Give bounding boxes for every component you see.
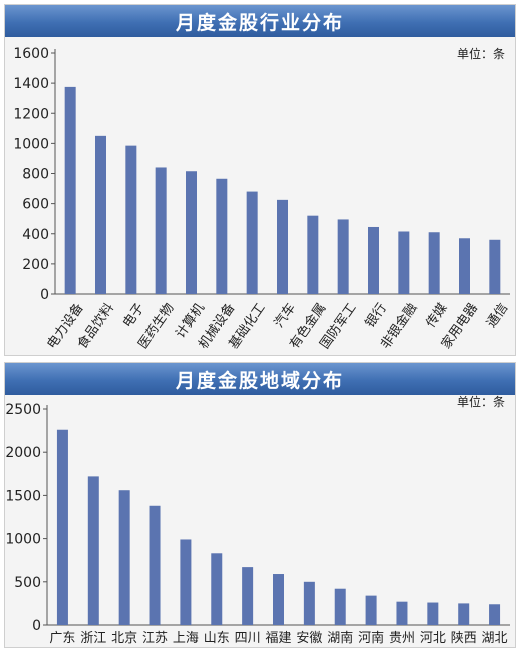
x-tick-label: 北京 [111, 631, 137, 646]
y-tick-label: 1400 [13, 76, 49, 92]
bar-电力设备 [64, 86, 76, 294]
x-tick-label: 广东 [49, 631, 75, 646]
x-tick-label: 贵州 [389, 631, 415, 646]
x-tick-label: 银行 [363, 301, 390, 331]
y-tick-label: 2000 [5, 445, 41, 461]
bar-有色金属 [307, 215, 319, 294]
region-chart-panel: 月度金股地域分布 单位：条 0 500 1000 1500 2000 2500 广东 浙江 北京… [4, 362, 516, 648]
bar-国防军工 [337, 219, 349, 294]
x-tick-label: 传媒 [423, 301, 450, 331]
x-tick-label: 山东 [204, 631, 230, 646]
bar-北京 [118, 490, 130, 625]
bar-食品饮料 [95, 135, 106, 294]
bar-福建 [273, 574, 284, 625]
x-tick-label: 电子 [120, 301, 147, 331]
region-chart-unit: 单位：条 [456, 395, 505, 409]
bar-电子 [125, 145, 137, 294]
y-tick-label: 500 [14, 575, 41, 591]
bar-安徽 [303, 581, 315, 625]
x-tick-label: 上海 [173, 631, 199, 646]
y-tick-label: 1000 [13, 136, 49, 152]
x-tick-label: 湖北 [482, 631, 508, 646]
y-tick-label: 200 [22, 257, 49, 273]
bar-山东 [211, 553, 223, 625]
y-tick-label: 0 [40, 287, 49, 303]
y-tick-label: 1200 [13, 106, 49, 122]
region-chart-plot: 0 500 1000 1500 2000 2500 广东 浙江 北京 江苏 上海 山东 四川 福建 安徽 湖南… [5, 402, 510, 646]
y-tick-label: 1500 [5, 488, 41, 504]
bar-四川 [242, 567, 254, 625]
x-tick-label: 福建 [265, 631, 291, 646]
bar-基础化工 [246, 191, 258, 294]
y-tick-label: 400 [22, 227, 49, 243]
bar-河北 [427, 602, 439, 625]
bar-广东 [56, 429, 68, 625]
bar-传媒 [428, 232, 440, 294]
y-tick-label: 600 [22, 197, 49, 213]
industry-chart-unit: 单位：条 [456, 47, 505, 61]
region-chart-title: 月度金股地域分布 [5, 363, 515, 395]
bar-医药生物 [155, 167, 167, 294]
x-tick-label: 陕西 [451, 631, 477, 646]
industry-chart-panel: 月度金股行业分布 单位：条 0 200 400 600 800 1000 1200 1400 1… [4, 4, 516, 356]
bar-湖北 [489, 604, 501, 625]
x-tick-label: 江苏 [142, 630, 168, 646]
bar-家用电器 [459, 238, 470, 294]
x-tick-label: 汽车 [271, 300, 299, 330]
bar-计算机 [186, 171, 197, 294]
bar-河南 [365, 595, 377, 625]
industry-chart-title: 月度金股行业分布 [5, 5, 515, 37]
y-tick-label: 1600 [13, 46, 49, 62]
y-tick-label: 800 [22, 167, 49, 183]
x-tick-label: 安徽 [296, 631, 322, 646]
x-tick-label: 河南 [358, 630, 384, 646]
bar-银行 [368, 226, 379, 294]
y-tick-label: 0 [32, 618, 41, 634]
bar-贵州 [396, 601, 408, 625]
bar-浙江 [87, 476, 99, 625]
x-tick-label: 四川 [235, 631, 261, 646]
y-tick-label: 2500 [5, 402, 41, 418]
bar-陕西 [458, 603, 470, 625]
x-tick-label: 浙江 [80, 631, 106, 646]
y-tick-label: 1000 [5, 532, 41, 548]
bar-上海 [180, 539, 192, 625]
bar-通信 [489, 239, 501, 294]
x-tick-label: 通信 [484, 301, 511, 331]
bar-非银金融 [398, 231, 410, 294]
x-tick-label: 湖南 [327, 630, 353, 646]
x-tick-label: 河北 [420, 631, 446, 646]
bar-机械设备 [216, 178, 228, 294]
bar-江苏 [149, 505, 161, 625]
bar-汽车 [277, 199, 288, 294]
bar-湖南 [334, 588, 346, 625]
